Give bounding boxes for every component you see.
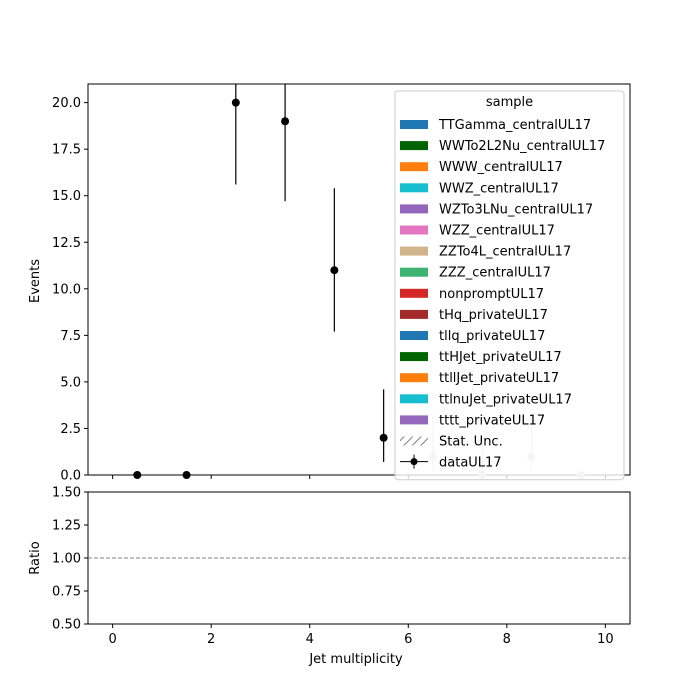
upper-y-tick-label: 5.0: [60, 375, 81, 390]
lower-y-tick-label: 1.50: [52, 486, 81, 501]
upper-y-tick-label: 15.0: [52, 189, 81, 204]
legend-swatch: [400, 141, 428, 151]
legend-swatch: [400, 204, 428, 214]
upper-y-tick-label: 7.5: [60, 329, 81, 344]
legend-label: WZTo3LNu_centralUL17: [439, 202, 593, 217]
x-tick-label: 4: [306, 632, 314, 647]
upper-plot-panel: [87, 83, 631, 476]
legend-hatch-swatch: [400, 436, 428, 446]
x-tick-label: 10: [597, 632, 614, 647]
legend-swatch: [400, 352, 428, 362]
legend-label: tttt_privateUL17: [439, 413, 545, 428]
upper-y-tick-label: 0.0: [60, 469, 81, 484]
legend-label: Stat. Unc.: [439, 435, 503, 450]
data-point: [133, 471, 142, 479]
legend-swatch: [400, 394, 428, 404]
x-tick-label: 6: [404, 632, 412, 647]
legend-label: ttlnuJet_privateUL17: [439, 392, 572, 407]
upper-y-tick-label: 10.0: [52, 282, 81, 297]
lower-y-tick-label: 1.25: [52, 519, 81, 534]
data-point: [330, 266, 339, 275]
legend-marker: [410, 458, 418, 466]
legend-swatch: [400, 183, 428, 193]
legend-swatch: [400, 309, 428, 319]
x-tick-label: 2: [207, 632, 215, 647]
lower-y-tick-label: 1.00: [52, 552, 81, 567]
data-point: [182, 471, 191, 479]
data-point: [281, 117, 290, 126]
legend-swatch: [400, 331, 428, 340]
legend-label: TTGamma_centralUL17: [438, 118, 591, 133]
upper-plot-frame: [87, 83, 631, 476]
legend-label: WWZ_centralUL17: [439, 181, 559, 196]
data-point: [379, 433, 388, 442]
legend-title: sample: [486, 95, 533, 110]
legend-label: WWW_centralUL17: [439, 160, 563, 175]
legend-label: WZZ_centralUL17: [439, 224, 555, 239]
legend-label: ttHJet_privateUL17: [439, 350, 562, 365]
legend: sample TTGamma_centralUL17 WWTo2L2Nu_centr…: [394, 90, 625, 481]
upper-y-tick-label: 12.5: [52, 236, 81, 251]
legend-swatch: [400, 373, 428, 383]
upper-y-tick-label: 20.0: [52, 96, 81, 111]
x-axis-label: Jet multiplicity: [308, 652, 403, 667]
legend-label: dataUL17: [439, 456, 502, 471]
upper-y-tick-label: 17.5: [52, 143, 81, 158]
legend-swatch: [400, 120, 428, 129]
lower-axes: 0.50 0.75 1.00 1.25 1.50 0 2 4 6 8 10: [52, 486, 614, 648]
data-point: [231, 98, 240, 107]
upper-y-axis: 0.0 2.5 5.0 7.5 10.0 12.5 15.0 17.5 20.0: [52, 96, 606, 484]
lower-y-tick-label: 0.75: [52, 585, 81, 600]
legend-label: WWTo2L2Nu_centralUL17: [439, 139, 605, 154]
x-tick-label: 8: [503, 632, 511, 647]
legend-label: tllq_privateUL17: [439, 329, 545, 344]
upper-y-tick-label: 2.5: [60, 422, 81, 437]
x-tick-label: 0: [108, 632, 116, 647]
legend-swatch: [400, 225, 428, 235]
legend-label: tHq_privateUL17: [439, 308, 548, 323]
legend-swatch: [400, 415, 428, 425]
upper-y-axis-label: Events: [28, 259, 43, 303]
legend-label: ZZZ_centralUL17: [439, 266, 551, 281]
legend-label: ttllJet_privateUL17: [439, 371, 559, 386]
legend-frame: [394, 90, 625, 481]
legend-swatch: [400, 267, 428, 277]
lower-y-tick-label: 0.50: [52, 618, 81, 633]
legend-swatch: [400, 162, 428, 172]
legend-label: nonpromptUL17: [439, 287, 544, 302]
legend-swatch: [400, 288, 428, 298]
legend-label: ZZTo4L_centralUL17: [439, 245, 571, 260]
lower-y-axis-label: Ratio: [28, 541, 43, 574]
legend-swatch: [400, 246, 428, 256]
